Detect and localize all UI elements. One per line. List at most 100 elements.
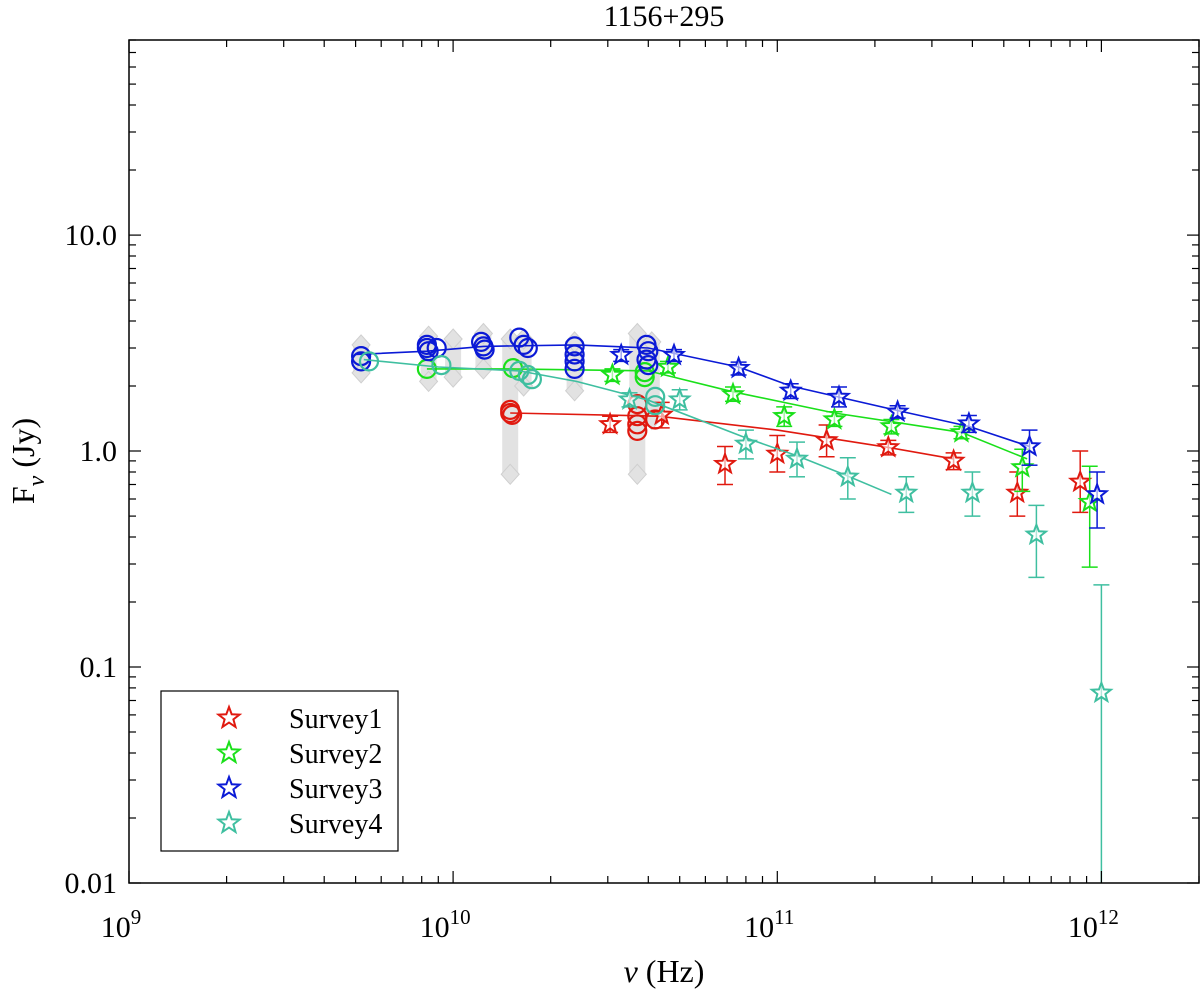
star-marker [720,381,746,405]
star-marker [894,480,919,504]
x-tick-label-base: 10 [101,911,131,944]
series-survey3 [351,327,1110,529]
background-diamond [513,375,534,397]
y-axis-sub: ν [24,475,50,486]
legend-star-marker [215,774,243,800]
data-point-star [661,342,687,366]
legend-item-survey3: Survey3 [215,774,382,805]
x-tick-label-exp: 12 [1098,905,1119,929]
x-tick-label-exp: 10 [450,905,471,929]
y-tick-label: 10.0 [65,219,118,252]
star-marker [617,386,642,411]
star-marker [1017,433,1042,457]
data-point-circle [501,404,523,425]
legend-item-survey2: Survey2 [215,739,382,770]
star-marker [885,398,910,423]
legend-star-marker [215,739,243,765]
data-point-star [726,355,751,379]
x-tick-label-base: 10 [420,911,450,944]
data-point-circle [627,414,648,435]
data-point-circle [645,395,666,416]
data-point-star [960,471,985,517]
star-marker [941,448,966,472]
data-point-star [784,441,810,478]
x-axis-label: ν (Hz) [624,953,705,989]
x-tick-label: 109 [101,905,142,944]
legend: Survey1 Survey2 Survey3 Survey4 [160,690,399,852]
star-marker [600,362,625,386]
data-point-star [822,406,847,430]
data-point-star [941,448,966,472]
data-point-circle [513,334,534,355]
star-marker [1067,468,1093,493]
data-point-circle [500,402,521,424]
background-diamond [564,380,585,402]
x-tick-label: 1010 [420,905,471,944]
star-marker [784,446,810,470]
data-point-star [1005,471,1030,517]
star-marker [1084,481,1110,505]
data-point-star [1067,450,1093,514]
data-point-star [600,362,625,386]
background-band [420,336,437,382]
star-marker [608,342,634,366]
data-point-circle [358,351,380,372]
star-marker [814,427,839,451]
star-marker [726,355,751,379]
data-point-star [771,403,797,428]
star-marker [822,406,847,430]
background-diamond [627,463,647,486]
legend-box [160,690,399,852]
star-marker [1024,521,1049,546]
plot-area [351,322,1114,883]
background-diamond [500,463,520,486]
star-marker [826,383,852,408]
star-marker [661,342,687,366]
legend-item-survey4: Survey4 [215,809,382,840]
data-point-star [835,457,861,500]
data-point-circle [517,337,538,359]
star-marker [956,410,982,435]
data-point-star [894,476,919,514]
data-point-circle [638,355,659,376]
series-survey4 [358,351,1114,883]
data-point-circle [564,351,585,372]
series-line-survey3 [355,344,1030,448]
star-marker [649,402,674,426]
star-marker [778,377,803,402]
data-point-star [826,383,852,408]
x-tick-label: 1011 [744,905,794,944]
data-point-star [1017,429,1042,466]
y-axis-label: Fν (Jy) [5,418,50,504]
y-tick-label: 1.0 [80,435,118,468]
x-tick-label-exp: 9 [131,905,142,929]
data-point-star [765,434,790,473]
data-point-star [956,410,982,435]
data-point-star [712,445,738,486]
y-axis-main: F [5,486,41,504]
data-point-circle [627,420,648,441]
star-marker [655,354,681,378]
data-point-star [1024,504,1049,579]
data-point-star [879,413,904,437]
data-point-star [720,381,746,405]
data-point-star [885,398,910,423]
star-marker [597,411,623,435]
y-tick-label: 0.01 [65,867,118,900]
x-axis-unit: (Hz) [646,953,705,989]
data-point-star [608,342,634,366]
legend-star-marker [215,809,243,835]
star-marker [960,480,985,504]
star-marker [712,451,738,475]
x-tick-label-base: 10 [744,911,774,944]
data-point-star [1084,471,1110,529]
chart-title: 1156+295 [604,0,725,33]
star-marker [733,430,759,455]
star-marker [1089,679,1114,704]
data-point-circle [564,358,585,379]
data-point-circle [474,339,495,360]
y-tick-label: 0.1 [80,651,118,684]
data-point-circle [517,364,538,386]
